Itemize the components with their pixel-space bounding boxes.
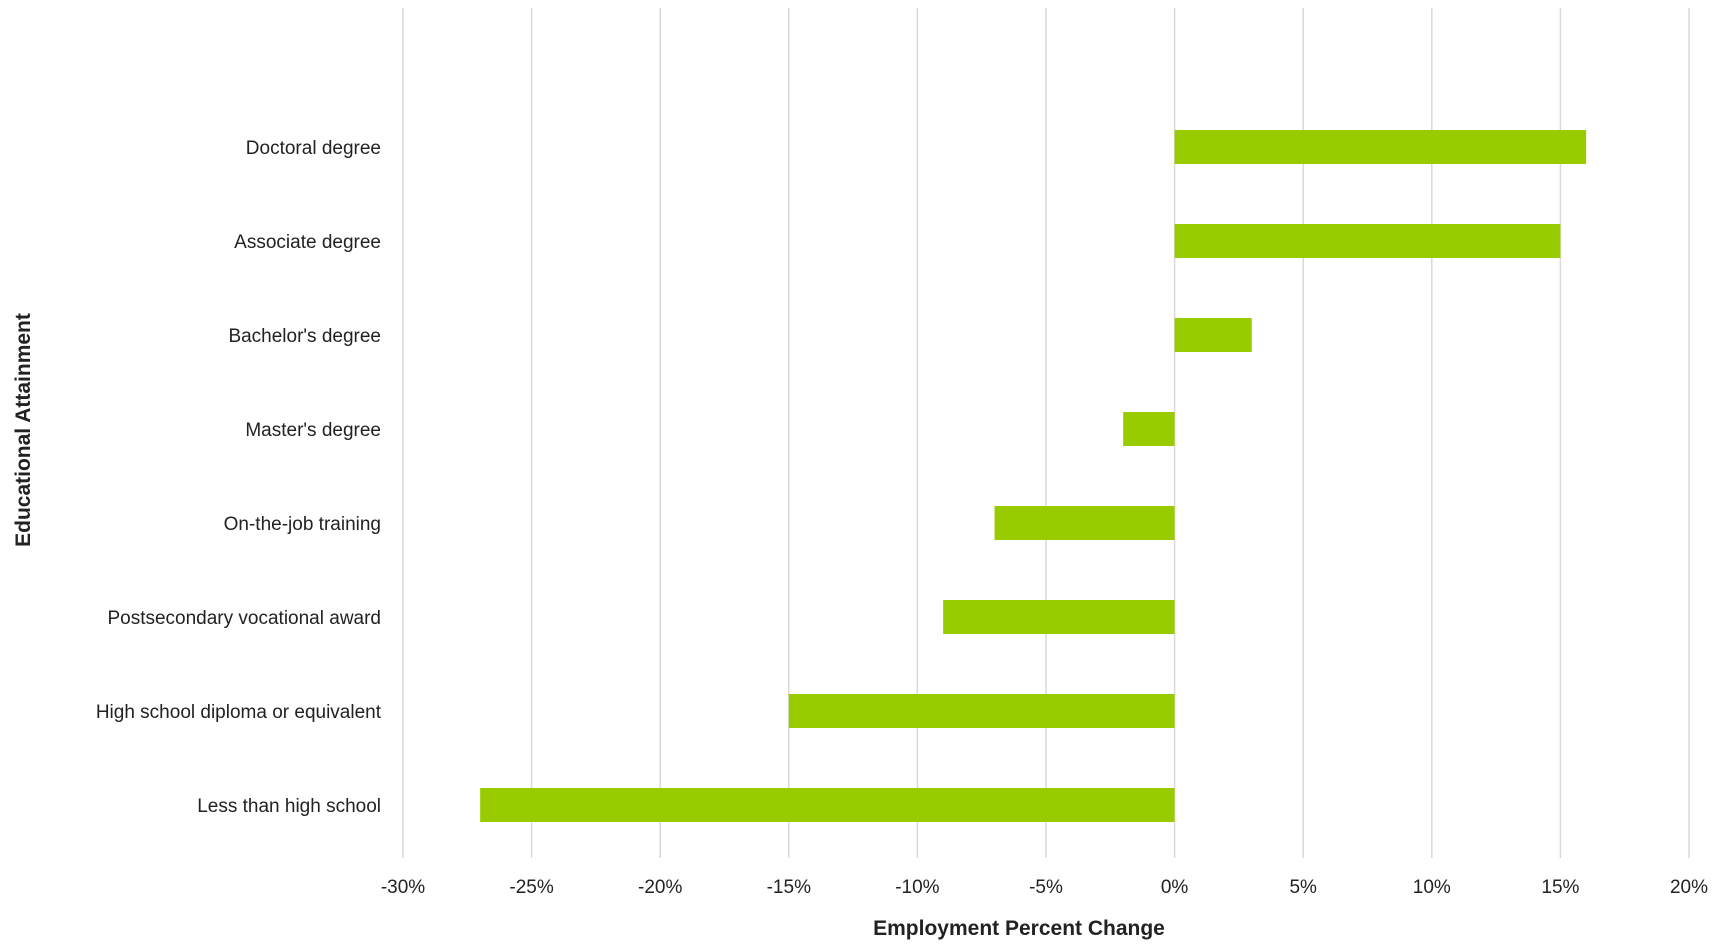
bar xyxy=(994,506,1175,540)
category-label: Less than high school xyxy=(197,796,381,817)
x-axis-title: Employment Percent Change xyxy=(873,917,1165,940)
category-label: Master's degree xyxy=(245,420,381,441)
bar xyxy=(480,788,1175,822)
category-label: Associate degree xyxy=(234,232,381,253)
x-tick-labels: -30% -25% -20% -15% -10% -5% 0% 5% 10% 15% 20% xyxy=(381,877,1708,898)
category-labels: Doctoral degree Associate degree Bachelor'… xyxy=(96,138,382,817)
x-tick-label: -10% xyxy=(895,877,939,898)
y-axis-title: Educational Attainment xyxy=(12,313,35,547)
bar xyxy=(1123,412,1175,446)
bar xyxy=(1174,318,1252,352)
category-label: Doctoral degree xyxy=(246,138,381,159)
x-tick-label: -25% xyxy=(509,877,553,898)
x-tick-label: 15% xyxy=(1541,877,1579,898)
x-tick-label: -15% xyxy=(767,877,811,898)
bar xyxy=(788,694,1175,728)
category-label: Bachelor's degree xyxy=(228,326,381,347)
x-tick-label: 0% xyxy=(1161,877,1189,898)
bars xyxy=(480,130,1587,822)
bar xyxy=(943,600,1175,634)
x-tick-label: 10% xyxy=(1413,877,1451,898)
category-label: High school diploma or equivalent xyxy=(96,702,382,723)
x-tick-label: 5% xyxy=(1289,877,1317,898)
x-tick-label: -20% xyxy=(638,877,682,898)
x-tick-label: 20% xyxy=(1670,877,1708,898)
x-tick-label: -30% xyxy=(381,877,425,898)
category-label: On-the-job training xyxy=(224,514,381,535)
category-label: Postsecondary vocational award xyxy=(107,608,381,629)
bar xyxy=(1174,130,1587,164)
bar xyxy=(1174,224,1561,258)
x-tick-label: -5% xyxy=(1029,877,1063,898)
